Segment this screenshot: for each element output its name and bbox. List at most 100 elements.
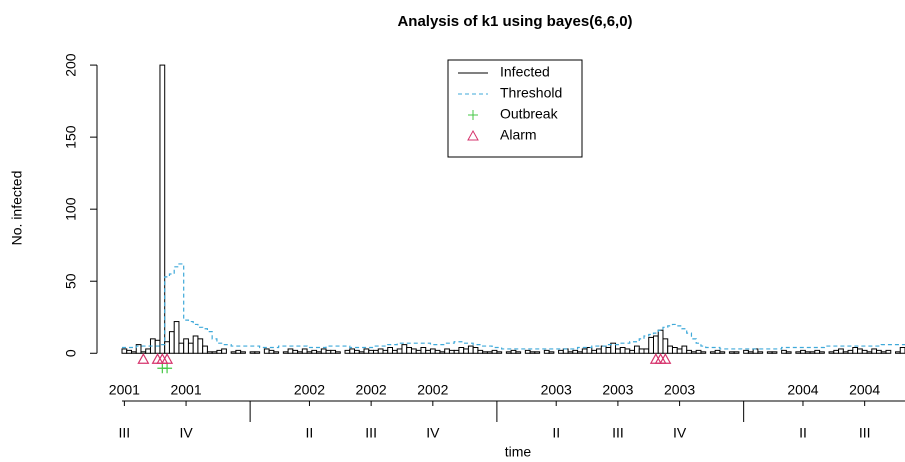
bar: [795, 351, 802, 354]
bar: [624, 348, 631, 354]
bar: [211, 351, 218, 354]
alarm-marker: [659, 353, 672, 364]
bar: [709, 351, 716, 354]
y-tick-label: 200: [63, 53, 79, 77]
y-tick-label: 0: [63, 349, 79, 357]
bar: [833, 349, 840, 354]
year-label: 2003: [541, 382, 572, 398]
year-label: 2002: [356, 382, 387, 398]
bar: [686, 349, 692, 354]
bar: [814, 349, 821, 354]
bar: [391, 349, 398, 354]
bar: [643, 348, 650, 354]
bar: [263, 348, 270, 354]
bar: [187, 342, 194, 354]
bar: [467, 345, 474, 354]
bar: [667, 345, 673, 354]
bar: [344, 349, 351, 354]
bar: [638, 348, 645, 354]
bar: [581, 348, 588, 354]
bar: [126, 349, 132, 354]
bar: [629, 349, 636, 354]
bar: [311, 349, 318, 354]
bar: [866, 351, 873, 354]
bar: [876, 349, 882, 354]
bar: [335, 351, 341, 354]
bar: [695, 349, 702, 354]
legend-label: Alarm: [500, 127, 537, 143]
bar: [596, 348, 602, 354]
bar: [895, 351, 901, 354]
bar: [415, 349, 422, 354]
bar: [135, 344, 142, 354]
bar: [838, 348, 844, 354]
bar: [529, 351, 536, 354]
bar: [439, 351, 446, 354]
bar: [577, 351, 583, 354]
bar: [249, 351, 256, 354]
bar: [235, 349, 242, 354]
bar: [273, 351, 280, 354]
bar: [448, 349, 455, 354]
bar: [154, 339, 161, 354]
bar: [121, 348, 128, 354]
bar: [567, 351, 574, 354]
bar: [771, 351, 778, 354]
bar: [453, 349, 460, 354]
bar: [287, 348, 294, 354]
bar: [130, 351, 137, 354]
bar: [458, 347, 465, 354]
bar: [434, 349, 441, 354]
bar: [852, 347, 859, 354]
bar: [268, 349, 275, 354]
outbreak-marker: [162, 363, 173, 374]
bar: [600, 345, 607, 354]
bar: [880, 351, 887, 354]
bar: [743, 349, 749, 354]
bar: [899, 347, 905, 354]
year-label: 2002: [294, 382, 325, 398]
year-label: 2002: [417, 382, 448, 398]
bar: [752, 348, 759, 354]
bar: [297, 351, 303, 354]
bar: [368, 349, 375, 354]
bar: [316, 351, 322, 354]
bar: [828, 351, 835, 354]
bar: [496, 351, 503, 354]
bar: [842, 351, 849, 354]
quarter-label: II: [799, 425, 807, 441]
bar: [605, 347, 612, 354]
year-label: 2003: [664, 382, 695, 398]
bar: [159, 64, 166, 354]
quarter-label: IV: [179, 425, 193, 441]
legend-label: Infected: [500, 64, 550, 80]
alarm-marker: [137, 353, 150, 364]
bar: [562, 348, 569, 354]
quarter-label: III: [612, 425, 624, 441]
bar: [482, 351, 488, 354]
bar: [183, 338, 189, 354]
bar: [216, 349, 223, 354]
bar: [377, 348, 384, 354]
quarter-label: II: [552, 425, 560, 441]
bar: [657, 329, 664, 354]
legend-box: [447, 59, 583, 158]
bar: [301, 348, 308, 354]
quarter-label: III: [365, 425, 377, 441]
legend-key: [468, 110, 478, 120]
y-tick-label: 50: [63, 273, 79, 289]
bar: [306, 351, 313, 354]
bar: [292, 349, 299, 354]
year-label: 2001: [109, 382, 140, 398]
bar: [429, 348, 436, 354]
y-tick-label: 150: [63, 125, 79, 149]
legend-label: Outbreak: [500, 106, 559, 122]
year-label: 2001: [170, 382, 201, 398]
bar: [282, 351, 289, 354]
bar: [671, 347, 678, 354]
bar: [178, 342, 185, 354]
bar: [690, 351, 697, 354]
quarter-label: III: [859, 425, 871, 441]
bar: [819, 351, 825, 354]
